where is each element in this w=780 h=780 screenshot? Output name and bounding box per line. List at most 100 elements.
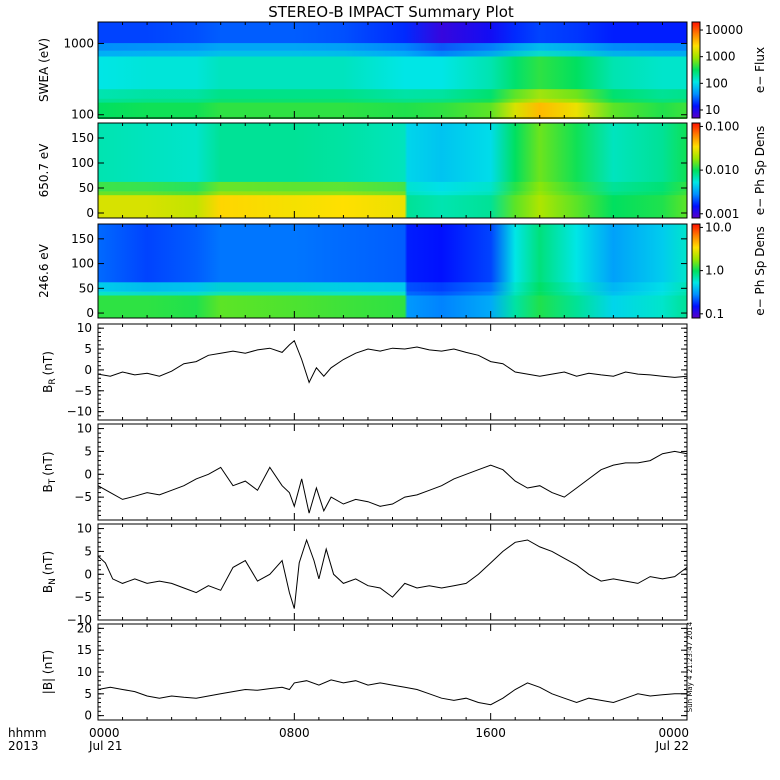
y-axis-label: SWEA (eV) <box>37 38 51 102</box>
colorbar-e650: 0.001 0.010 0.100 e− Ph Sp Dens <box>691 119 767 221</box>
x-tick-label-time: 0000 <box>89 726 120 740</box>
colorbar-tick-label: 10.0 <box>705 220 732 234</box>
colorbar-gradient <box>691 21 701 119</box>
y-tick-label: 100 <box>71 156 94 170</box>
spectrogram-blend <box>98 181 687 196</box>
panel-frame <box>97 523 688 621</box>
x-tick-label-date: Jul 22 <box>654 739 689 753</box>
colorbar-label: e− Ph Sp Dens <box>753 126 767 215</box>
panel-swea: 10 100 1000 10000 e− Flux 100 1000 SWEA (eV) <box>37 21 767 122</box>
series-line-bn <box>97 538 688 609</box>
y-axis-label-sub: R <box>48 378 58 384</box>
y-tick-label: 0 <box>84 467 92 481</box>
y-axis-label-unit: (nT) <box>41 451 55 475</box>
x-tick-label-time: 1600 <box>475 726 506 740</box>
colorbar-tick-label: 0.001 <box>705 207 739 221</box>
y-tick-label: −5 <box>74 490 92 504</box>
spectrogram-band <box>98 291 687 318</box>
y-tick-label: 5 <box>84 342 92 356</box>
panel-frame <box>97 623 688 721</box>
colorbar-e246: 0.1 1.0 10.0 e− Ph Sp Dens <box>691 220 767 321</box>
y-axis-label-main: |B| (nT) <box>41 650 55 694</box>
y-tick-label: 0 <box>84 363 92 377</box>
y-axis-label-main: B <box>41 385 55 393</box>
y-axis-label: BN (nT) <box>41 551 58 593</box>
y-axis-label-main: B <box>41 484 55 492</box>
y-tick-label: 1000 <box>63 36 94 50</box>
colorbar-tick-label: 10000 <box>705 23 743 37</box>
colorbar-gradient <box>691 122 701 219</box>
y-tick-label: 5 <box>84 687 92 701</box>
timestamp-label: Sun May 4 21:23:47 2014 <box>686 621 694 712</box>
panel-frame <box>97 323 688 421</box>
y-axis-label: BR (nT) <box>41 351 58 393</box>
x-axis-row-label-hhmm: hhmm <box>8 726 47 740</box>
y-tick-label: 10 <box>77 665 92 679</box>
y-axis-label: BT (nT) <box>41 451 58 492</box>
spectrogram-band <box>98 123 687 192</box>
y-tick-label: 50 <box>79 281 94 295</box>
spectrogram-blend <box>98 282 687 296</box>
colorbar-label: e− Ph Sp Dens <box>753 226 767 315</box>
spectrogram-swea <box>98 22 687 119</box>
series-line-bt <box>97 450 688 514</box>
y-axis-label-unit: (nT) <box>41 351 55 375</box>
spectrogram-blend <box>98 43 687 57</box>
x-tick-label-time: 0000 <box>658 726 689 740</box>
y-tick-label: 5 <box>84 444 92 458</box>
panel-bt: −5 0 5 10 BT (nT) <box>41 422 688 521</box>
y-tick-label: 5 <box>84 544 92 558</box>
colorbar-tick-label: 10 <box>705 103 720 117</box>
panel-bmag: 0 5 10 15 20 |B| (nT) <box>41 621 688 723</box>
spectrogram-blend <box>98 89 687 103</box>
y-axis-label: |B| (nT) <box>41 650 55 694</box>
colorbar-tick-label: 0.1 <box>705 307 724 321</box>
y-tick-label: 10 <box>77 522 92 536</box>
x-tick-label-time: 0800 <box>279 726 310 740</box>
colorbar-tick-label: 0.010 <box>705 163 739 177</box>
spectrogram-band <box>98 191 687 218</box>
x-tick-label-date: Jul 21 <box>88 739 123 753</box>
spectrogram-e650 <box>98 123 687 218</box>
y-tick-label: −5 <box>74 384 92 398</box>
y-tick-label: 150 <box>71 131 94 145</box>
colorbar-tick-label: 1000 <box>705 50 736 64</box>
panel-bn: −10 −5 0 5 10 BN (nT) <box>41 522 688 627</box>
y-tick-label: 50 <box>79 181 94 195</box>
colorbar-tick-label: 100 <box>705 76 728 90</box>
y-tick-label: 10 <box>77 321 92 335</box>
y-tick-label: 0 <box>84 567 92 581</box>
colorbar-gradient <box>691 223 701 319</box>
y-tick-label: 100 <box>71 257 94 271</box>
y-tick-label: 10 <box>77 422 92 436</box>
panel-br: −10 −5 0 5 10 BR (nT) <box>41 321 688 421</box>
series-line-bmag <box>97 679 687 706</box>
panel-e650: 0.001 0.010 0.100 e− Ph Sp Dens 0 50 100 150 650… <box>37 119 767 220</box>
spectrogram-band <box>98 224 687 292</box>
y-tick-label: 20 <box>77 621 92 635</box>
y-tick-label: 0 <box>86 206 94 220</box>
y-axis-label: 246.6 eV <box>37 243 51 298</box>
y-tick-label: 15 <box>77 643 92 657</box>
colorbar-label: e− Flux <box>753 47 767 93</box>
colorbar-tick-label: 1.0 <box>705 264 724 278</box>
y-tick-label: −10 <box>67 613 92 627</box>
plot-title: STEREO-B IMPACT Summary Plot <box>268 3 514 21</box>
y-tick-label: −5 <box>74 590 92 604</box>
spectrogram-e246 <box>98 224 687 318</box>
y-tick-label: 0 <box>86 306 94 320</box>
y-tick-label: 0 <box>84 709 92 723</box>
y-tick-label: −10 <box>67 405 92 419</box>
y-tick-label: 150 <box>71 232 94 246</box>
x-axis-row-label-year: 2013 <box>8 739 39 753</box>
y-axis-label-sub: N <box>48 578 58 585</box>
y-axis-label-unit: (nT) <box>41 551 55 575</box>
panel-e246: 0.1 1.0 10.0 e− Ph Sp Dens 0 50 100 150 246.6 eV <box>37 220 767 320</box>
y-axis-label-sub: T <box>48 478 58 485</box>
series-line-br <box>97 339 688 384</box>
y-tick-label: 100 <box>71 108 94 122</box>
colorbar-swea: 10 100 1000 10000 e− Flux <box>691 21 767 119</box>
y-axis-label: 650.7 eV <box>37 143 51 198</box>
